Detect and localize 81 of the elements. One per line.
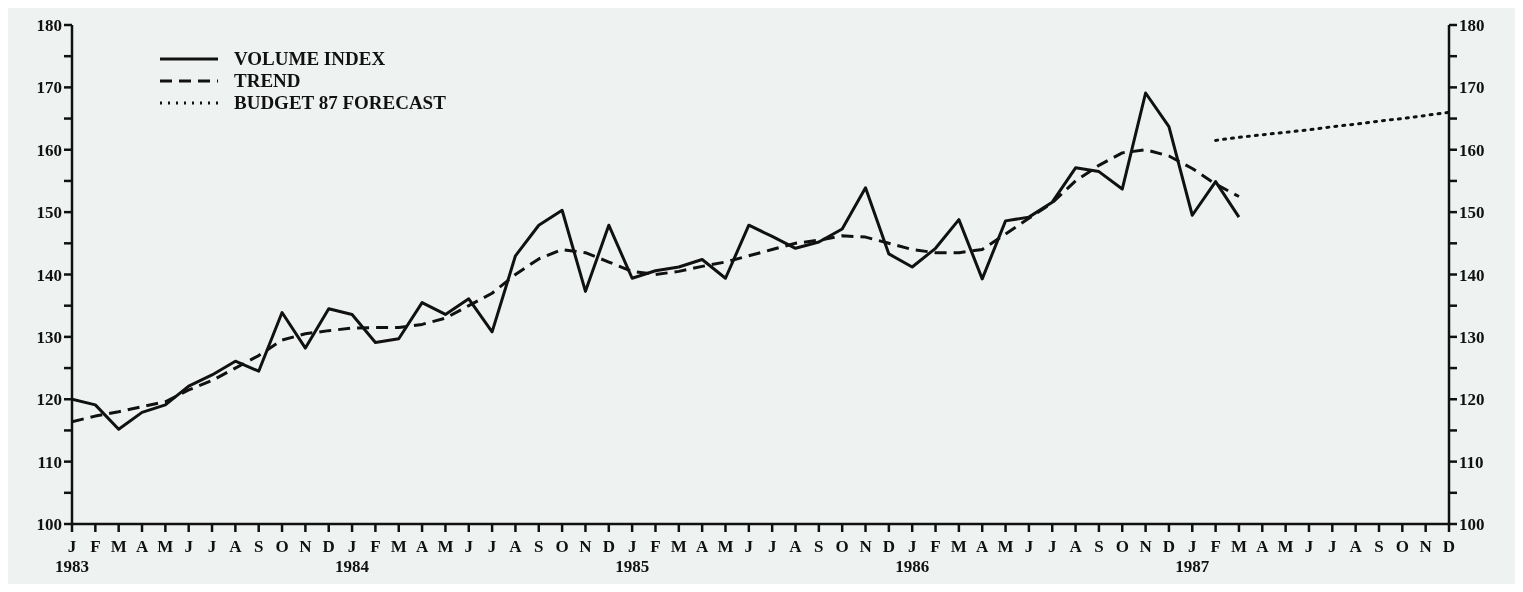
x-tick-label: J [767,537,777,556]
x-tick-label: J 1983 [55,537,89,576]
x-tick-label: A [415,537,429,556]
x-tick-label: S [253,537,264,556]
x-tick-label: D [882,537,896,556]
x-tick-label: A [135,537,149,556]
y2-tick-label: 170 [1459,78,1485,98]
x-tick-label: F [1210,537,1221,556]
x-tick-label: J [1024,537,1034,556]
x-tick-label: M [997,537,1014,556]
x-tick-label: J [464,537,474,556]
y-tick-label: 130 [36,327,62,347]
x-tick-label: O [555,537,569,556]
y-tick-label: 110 [37,452,62,472]
x-tick-label: S [814,537,824,556]
x-tick-label: S [1094,537,1104,556]
x-tick-label: S [1374,537,1384,556]
legend-label: VOLUME INDEX [234,48,386,70]
x-tick-label: F [90,537,101,556]
x-tick-label: D [322,537,335,556]
y2-tick-label: 140 [1459,265,1485,285]
x-tick-label: J [1047,537,1057,556]
x-tick-label: D [602,537,615,556]
x-tick-label: A [1349,537,1363,556]
x-tick-label: J [487,537,497,556]
y2-tick-label: 160 [1459,140,1485,160]
y2-tick-label: 100 [1459,515,1485,535]
x-tick-label: A [1256,537,1270,556]
legend-label: TREND [234,70,301,92]
x-tick-label: J [744,537,754,556]
x-tick-label: A [789,537,803,556]
x-tick-label: M [110,537,127,556]
y2-tick-label: 130 [1459,327,1485,347]
x-tick-label: M [157,537,174,556]
x-tick-label: D [1162,537,1176,556]
x-tick-label: M [1277,537,1294,556]
y-tick-label: 150 [36,203,62,223]
x-tick-label: F [650,537,661,556]
x-tick-label: N [579,537,593,556]
y2-tick-label: 180 [1459,16,1485,36]
x-tick-label: N [299,537,313,556]
y-tick-label: 140 [36,265,62,285]
y-tick-label: 160 [36,140,62,160]
x-tick-label: J 1987 [1175,537,1210,576]
x-tick-label: N [1139,537,1153,556]
x-tick-label: J [1304,537,1314,556]
y2-tick-label: 110 [1459,452,1484,472]
x-tick-label: O [275,537,289,556]
x-tick-label: D [1442,537,1456,556]
x-tick-label: J 1986 [895,537,930,576]
x-tick-label: F [370,537,381,556]
x-tick-label: S [534,537,544,556]
x-tick-label: F [930,537,941,556]
y-tick-label: 170 [36,78,62,98]
y2-tick-label: 120 [1459,390,1485,410]
x-tick-label: J [1328,537,1338,556]
legend-label: BUDGET 87 FORECAST [234,92,446,114]
x-tick-label: A [1069,537,1083,556]
x-tick-label: N [1419,537,1433,556]
x-tick-label: M [437,537,454,556]
x-tick-label: O [1395,537,1409,556]
y-tick-label: 100 [36,515,62,535]
y2-tick-label: 150 [1459,203,1485,223]
x-tick-label: M [950,537,967,556]
x-tick-label: J 1985 [615,537,650,576]
x-tick-label: A [696,537,710,556]
x-tick-label: M [717,537,734,556]
x-tick-label: M [1230,537,1247,556]
y-tick-label: 120 [36,390,62,410]
x-tick-label: A [229,537,243,556]
x-tick-label: O [1115,537,1129,556]
x-tick-label: M [390,537,407,556]
x-tick-label: J 1984 [335,537,370,576]
x-tick-label: J [184,537,194,556]
x-tick-label: J [207,537,217,556]
x-tick-label: A [976,537,990,556]
x-tick-label: M [670,537,687,556]
x-tick-label: N [859,537,873,556]
x-tick-label: A [509,537,523,556]
x-tick-label: O [835,537,849,556]
y-tick-label: 180 [36,16,62,36]
